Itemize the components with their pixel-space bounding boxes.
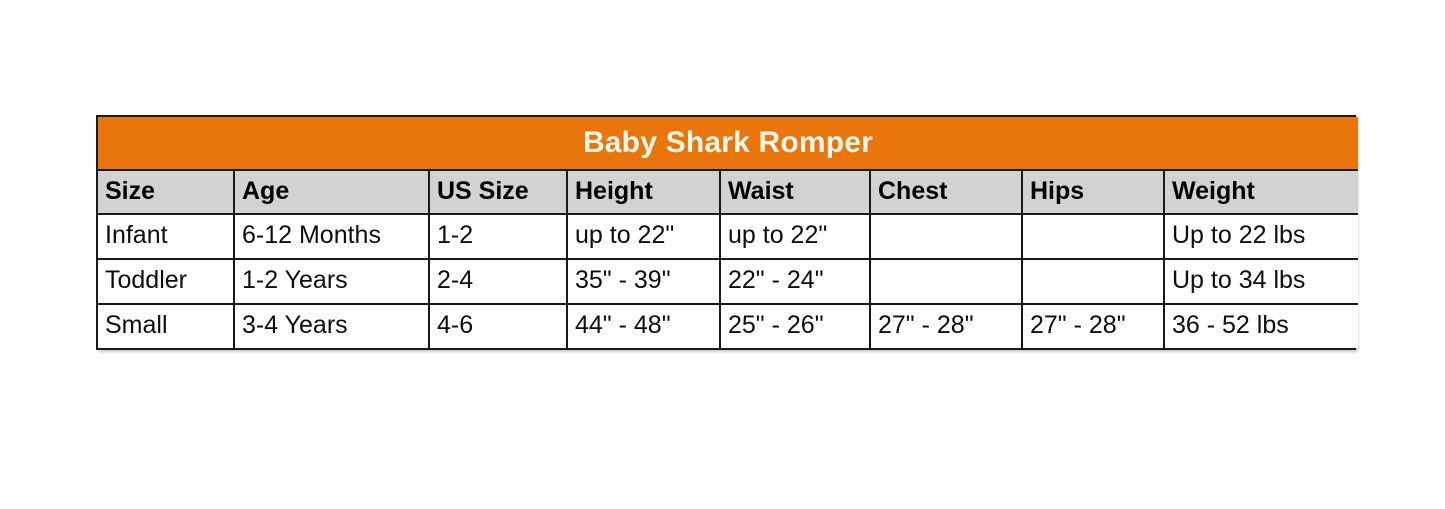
- cell-chest: 27" - 28": [869, 303, 1023, 348]
- cell-us-size: 4-6: [428, 303, 568, 348]
- cell-weight: Up to 34 lbs: [1162, 258, 1359, 305]
- table-row: Toddler 1-2 Years 2-4 35" - 39" 22" - 24…: [98, 258, 1359, 305]
- size-chart-container: Baby Shark Romper Size Age US Size Heigh…: [96, 115, 1359, 350]
- cell-hips: [1021, 213, 1165, 260]
- column-header-us-size: US Size: [428, 170, 568, 215]
- column-header-age: Age: [233, 170, 430, 215]
- cell-waist: 22" - 24": [719, 258, 871, 305]
- cell-waist: up to 22": [719, 213, 871, 260]
- column-header-waist: Waist: [719, 170, 871, 215]
- cell-waist: 25" - 26": [719, 303, 871, 348]
- cell-us-size: 2-4: [428, 258, 568, 305]
- column-header-chest: Chest: [869, 170, 1023, 215]
- table-row: Infant 6-12 Months 1-2 up to 22" up to 2…: [98, 213, 1359, 260]
- cell-age: 3-4 Years: [233, 303, 430, 348]
- chart-title: Baby Shark Romper: [98, 117, 1359, 171]
- column-header-height: Height: [566, 170, 721, 215]
- column-header-weight: Weight: [1162, 170, 1359, 215]
- column-header-size: Size: [98, 170, 235, 215]
- cell-chest: [869, 213, 1023, 260]
- cell-height: 44" - 48": [566, 303, 721, 348]
- cell-height: up to 22": [566, 213, 721, 260]
- cell-weight: Up to 22 lbs: [1162, 213, 1359, 260]
- size-chart-table: Baby Shark Romper Size Age US Size Heigh…: [98, 117, 1359, 348]
- cell-chest: [869, 258, 1023, 305]
- cell-size: Toddler: [98, 258, 235, 305]
- table-header-row: Size Age US Size Height Waist Chest Hips…: [98, 170, 1359, 215]
- cell-weight: 36 - 52 lbs: [1162, 303, 1359, 348]
- cell-age: 6-12 Months: [233, 213, 430, 260]
- cell-height: 35" - 39": [566, 258, 721, 305]
- cell-us-size: 1-2: [428, 213, 568, 260]
- cell-size: Infant: [98, 213, 235, 260]
- cell-size: Small: [98, 303, 235, 348]
- cell-age: 1-2 Years: [233, 258, 430, 305]
- table-row: Small 3-4 Years 4-6 44" - 48" 25" - 26" …: [98, 303, 1359, 348]
- cell-hips: [1021, 258, 1165, 305]
- cell-hips: 27" - 28": [1021, 303, 1165, 348]
- chart-title-row: Baby Shark Romper: [98, 117, 1359, 171]
- column-header-hips: Hips: [1021, 170, 1165, 215]
